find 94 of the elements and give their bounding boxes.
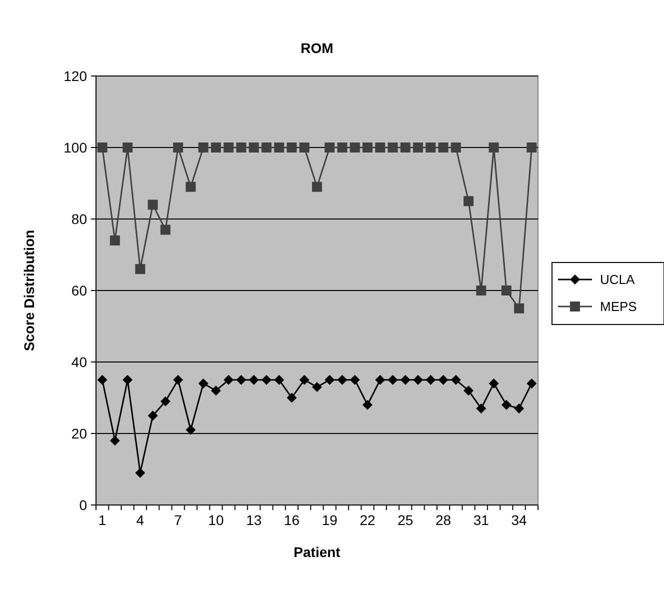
point (337, 142, 348, 152)
point (413, 142, 424, 152)
point (501, 286, 512, 296)
point (274, 142, 284, 152)
legend-label: UCLA (600, 272, 636, 288)
point (375, 142, 386, 152)
y-axis-title: Score Distribution (21, 230, 37, 352)
point (488, 378, 499, 388)
point (286, 392, 297, 403)
point (173, 374, 184, 385)
point (160, 224, 170, 235)
y-tick-label: 40 (71, 354, 88, 370)
point (110, 235, 120, 246)
point (375, 374, 386, 385)
point (400, 374, 410, 385)
point (122, 374, 133, 385)
point (426, 142, 436, 152)
x-tick-label: 25 (398, 512, 414, 528)
point (362, 142, 373, 152)
x-tick-label: 22 (360, 512, 376, 528)
point (388, 142, 398, 152)
point (135, 264, 146, 274)
y-tick-label: 120 (64, 68, 88, 84)
x-axis-title: Patient (294, 544, 341, 560)
point (526, 378, 537, 388)
point (97, 142, 108, 152)
y-tick-label: 100 (64, 139, 88, 156)
point (388, 374, 398, 385)
point (210, 142, 221, 152)
point (198, 378, 208, 388)
point (464, 386, 474, 396)
point (299, 374, 310, 385)
point (274, 374, 284, 385)
y-tick-label: 80 (71, 210, 88, 227)
point (224, 142, 234, 152)
point (261, 374, 272, 385)
y-tick-label: 60 (71, 282, 88, 298)
point (464, 196, 474, 206)
point (450, 142, 461, 152)
point (186, 182, 196, 192)
point (236, 142, 246, 152)
point (135, 468, 146, 478)
point (350, 374, 360, 385)
point (122, 142, 133, 152)
point (526, 142, 537, 152)
point (514, 303, 524, 314)
x-tick-label: 34 (511, 512, 528, 528)
point (97, 374, 108, 385)
point (362, 400, 373, 410)
y-tick-label: 20 (71, 425, 88, 442)
point (160, 396, 170, 406)
point (514, 403, 524, 414)
point (312, 382, 322, 392)
x-tick-label: 31 (473, 512, 490, 528)
point (324, 374, 335, 385)
point (248, 142, 259, 152)
point (210, 386, 221, 396)
point (476, 403, 486, 414)
point (438, 142, 448, 152)
point (426, 374, 436, 385)
point (110, 436, 120, 446)
point (286, 142, 297, 152)
x-tick-label: 1 (98, 512, 106, 528)
point (337, 374, 348, 385)
legend-label: MEPS (600, 299, 638, 314)
x-tick-label: 13 (246, 512, 262, 528)
point (148, 410, 158, 421)
point (400, 142, 410, 152)
point (299, 142, 310, 152)
point (173, 142, 184, 152)
point (501, 400, 512, 410)
point (148, 200, 158, 210)
x-tick-label: 4 (136, 512, 144, 528)
point (248, 374, 259, 385)
y-tick-label: 0 (79, 496, 88, 513)
point (413, 374, 424, 385)
point (350, 142, 360, 152)
x-tick-label: 19 (322, 512, 338, 528)
point (236, 374, 246, 385)
point (198, 142, 208, 152)
point (224, 374, 234, 385)
chart-title: ROM (300, 40, 334, 56)
point (488, 142, 499, 152)
x-tick-label: 16 (284, 512, 300, 528)
point (324, 142, 335, 152)
point (450, 374, 461, 385)
point (186, 424, 196, 435)
point (438, 374, 448, 385)
point (476, 286, 486, 296)
point (312, 182, 322, 192)
x-tick-label: 7 (174, 512, 182, 528)
x-tick-label: 28 (435, 512, 452, 528)
x-tick-label: 10 (208, 512, 224, 528)
point (261, 142, 272, 152)
